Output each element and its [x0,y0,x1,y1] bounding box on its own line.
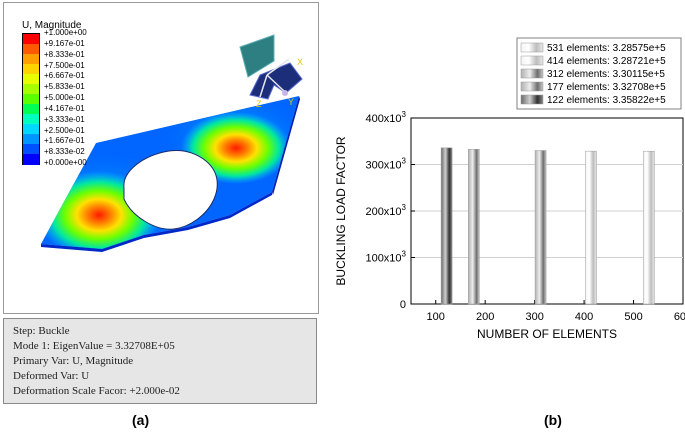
plate-front-edge [41,192,272,252]
color-legend-bar [22,33,40,165]
y-tick-label: 400x103 [365,110,406,125]
legend-label: +8.333e-01 [44,49,85,59]
x-tick-label: 200 [476,311,494,323]
mode-eigenvalue: Mode 1: EigenValue = 3.32708E+05 [13,340,175,352]
deformation-scale: Deformation Scale Facor: +2.000e-02 [13,385,180,397]
legend-swatch [23,144,39,155]
triad-label-y: Y [288,97,294,107]
legend-label: +7.500e-01 [44,60,85,70]
triad-axis-z [259,74,268,98]
y-tick-label: 0 [400,299,406,311]
legend-swatch [23,54,39,65]
legend-entry-414: 414 elements: 3.28721e+5 [547,56,666,67]
legend-label: +5.833e-01 [44,82,85,92]
legend-swatch [23,104,39,115]
legend-swatch [23,34,39,45]
legend-swatch [23,134,39,145]
legend-swatch [23,44,39,55]
triad-axis-x [266,58,290,76]
legend-swatch [23,154,39,165]
x-tick-label: 500 [624,311,642,323]
x-tick-label: 300 [525,311,543,323]
bar-177-elements [468,149,480,305]
legend-label: +4.167e-01 [44,103,85,113]
x-tick-label: 400 [575,311,593,323]
legend-entry-122: 122 elements: 3.35822e+5 [547,95,666,106]
triad-label-z: Z [256,99,262,109]
buckling-bar-chart: 0 100x103 200x103 300x103 400x103 100 200 300 40… [334,37,685,341]
legend-entry-531: 531 elements: 3.28575e+5 [547,43,666,54]
legend-label: +1.000e+00 [44,28,87,37]
legend-swatch [23,64,39,75]
legend-title: U, Magnitude [22,20,82,31]
legend-swatch [23,74,39,85]
legend-swatch-177 [520,81,544,92]
legend-label: +3.333e-01 [44,114,85,124]
bar-312-elements [534,150,547,305]
legend-label: +6.667e-01 [44,71,85,81]
legend-label: +1.667e-01 [44,136,85,146]
legend-label: +9.167e-01 [44,38,85,48]
y-tick-label: 300x103 [365,157,406,172]
fem-viewport: X Z Y U, Magnitude +1.000e+00 +9.167e-01 +… [3,2,319,314]
deformed-var: Deformed Var: U [13,370,90,382]
legend-swatch [23,114,39,125]
triad-axis-y [266,74,285,92]
chart-legend-box [516,37,682,110]
bar-414-elements [585,150,597,305]
x-tick-label: 100 [427,311,445,323]
x-axis-label: NUMBER OF ELEMENTS [477,327,617,341]
x-tick-label: 600 [674,311,685,323]
triad-label-x: X [297,57,303,67]
legend-label: +0.000e+00 [44,158,87,167]
y-tick-label: 100x103 [365,250,406,265]
plate-hole [123,150,218,230]
bar-122-elements [440,147,453,305]
y-tick-label: 200x103 [365,203,406,218]
fem-contour-plot: X Z Y [41,34,303,252]
caption-a: (a) [132,412,150,428]
legend-entry-312: 312 elements: 3.30115e+5 [547,69,665,80]
chart-root: 0 100x103 200x103 300x103 400x103 100 200 300 40… [334,37,685,341]
legend-label: +8.333e-02 [44,147,85,157]
legend-swatch-414 [520,55,544,66]
plate-side-edge [272,96,300,195]
legend-swatch [23,124,39,135]
primary-var: Primary Var: U, Magnitude [13,355,134,367]
caption-b: (b) [544,412,562,428]
legend-swatch-531 [520,42,544,53]
step-info-box: Step: Buckle Mode 1: EigenValue = 3.3270… [3,318,317,404]
triad-origin [282,90,288,96]
y-axis-label: BUCKLING LOAD FACTOR [334,136,348,285]
triad-teal-blade [239,34,275,78]
step-name: Step: Buckle [13,325,70,337]
legend-swatch [23,94,39,105]
legend-swatch-312 [520,68,544,79]
legend-label: +5.000e-01 [44,93,85,102]
bar-531-elements [643,150,655,305]
orientation-triad: X Z Y [239,34,303,109]
legend-swatch [23,84,39,95]
legend-label: +2.500e-01 [44,125,85,135]
legend-entry-177: 177 elements: 3.32708e+5 [547,82,666,93]
legend-swatch-122 [520,94,544,105]
